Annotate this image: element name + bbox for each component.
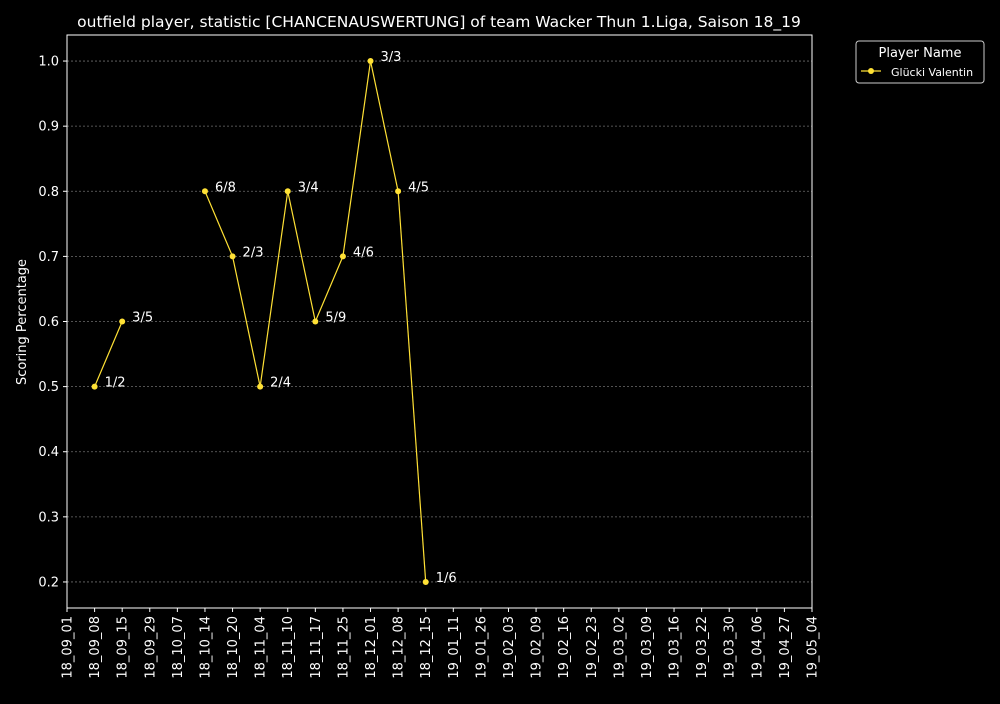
series-line-segment <box>397 191 427 582</box>
data-label: 4/5 <box>408 180 429 195</box>
x-tick-label: 18_09_29 <box>143 616 158 679</box>
data-point <box>119 318 126 325</box>
x-tick-label: 18_11_04 <box>254 616 269 679</box>
series-line-segment <box>231 256 261 387</box>
y-tick-label: 0.5 <box>38 380 59 395</box>
x-tick-label: 19_01_26 <box>474 616 489 679</box>
series-line-segment <box>94 321 123 387</box>
x-tick-label: 19_02_03 <box>502 616 517 679</box>
y-tick-label: 0.6 <box>38 315 59 330</box>
x-tick-label: 18_10_07 <box>171 616 186 679</box>
x-tick-label: 19_02_23 <box>585 616 600 679</box>
data-label: 3/3 <box>381 50 402 65</box>
data-point <box>422 578 429 585</box>
legend: Player Name Glücki Valentin <box>855 40 985 84</box>
data-point <box>312 318 319 325</box>
plot-frame <box>66 34 813 609</box>
series-line-segment <box>287 191 316 322</box>
data-label: 6/8 <box>215 180 236 195</box>
x-tick-label: 18_11_10 <box>281 616 296 679</box>
x-tick-label: 19_02_09 <box>530 616 545 679</box>
series-line-segment <box>204 191 234 257</box>
data-label: 3/5 <box>132 311 153 326</box>
series-line-segment <box>314 256 344 322</box>
x-tick-label: 19_03_22 <box>695 616 710 679</box>
y-tick-label: 0.3 <box>38 510 59 525</box>
x-tick-label: 19_03_09 <box>640 616 655 679</box>
x-tick-label: 18_09_15 <box>116 616 131 679</box>
grid-layer <box>67 60 812 583</box>
x-tick-label: 19_01_11 <box>447 616 462 679</box>
data-label: 5/9 <box>325 311 346 326</box>
x-tick-label: 18_12_15 <box>419 616 434 679</box>
y-tick-label: 0.8 <box>38 185 59 200</box>
x-tick-label: 19_03_16 <box>668 616 683 679</box>
x-tick-label: 18_12_01 <box>364 616 379 679</box>
x-tick-label: 18_11_17 <box>309 616 324 679</box>
data-label: 2/3 <box>243 245 264 260</box>
y-tick-label: 0.2 <box>38 575 59 590</box>
legend-title: Player Name <box>879 46 962 61</box>
legend-marker-swatch <box>868 68 874 74</box>
data-point <box>257 383 264 390</box>
data-point <box>367 58 374 65</box>
x-tick-label: 19_04_27 <box>778 616 793 679</box>
data-label: 4/6 <box>353 245 374 260</box>
series-line-segment <box>259 191 289 387</box>
legend-box <box>855 40 985 84</box>
x-tick-label: 18_09_01 <box>61 616 76 679</box>
x-tick-label: 18_09_08 <box>88 616 103 679</box>
x-tick-label: 18_11_25 <box>336 616 351 679</box>
data-point <box>284 188 291 195</box>
series-layer: 1/2 3/5 6/8 2/3 2/4 3/4 5/9 4/6 3/3 4/5 1/6 <box>91 50 457 586</box>
axes-layer: 0.2 0.3 0.4 0.5 0.6 0.7 0.8 0.9 1.0 18_09_01 18_09… <box>38 34 821 679</box>
x-tick-label: 19_03_02 <box>612 616 627 679</box>
chart-title: outfield player, statistic [CHANCENAUSWE… <box>77 13 801 32</box>
x-tick-label: 19_05_04 <box>806 616 821 679</box>
data-point <box>395 188 402 195</box>
legend-entry-label: Glücki Valentin <box>891 66 973 79</box>
x-tick-label: 19_04_06 <box>750 616 765 679</box>
y-tick-label: 0.9 <box>38 120 59 135</box>
y-tick-label: 1.0 <box>38 55 59 70</box>
data-point <box>229 253 236 260</box>
data-label: 1/6 <box>436 571 457 586</box>
y-tick-label: 0.4 <box>38 445 59 460</box>
data-point <box>201 188 208 195</box>
data-point <box>91 383 98 390</box>
data-label: 3/4 <box>298 180 319 195</box>
series-line-segment <box>369 60 399 192</box>
series-line-segment <box>342 60 372 257</box>
x-tick-label: 19_02_16 <box>557 616 572 679</box>
y-axis-label: Scoring Percentage <box>15 259 30 385</box>
data-label: 1/2 <box>105 376 126 391</box>
data-label: 2/4 <box>270 376 291 391</box>
data-point <box>339 253 346 260</box>
x-tick-label: 18_10_14 <box>198 616 213 679</box>
y-tick-label: 0.7 <box>38 250 59 265</box>
x-tick-label: 19_03_30 <box>723 616 738 679</box>
x-tick-label: 18_10_20 <box>226 616 241 679</box>
x-tick-label: 18_12_08 <box>392 616 407 679</box>
